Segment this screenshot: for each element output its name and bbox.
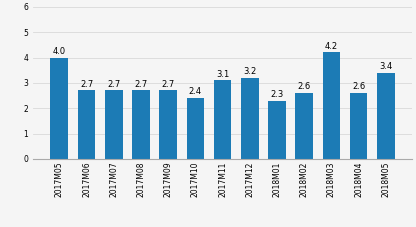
Text: 3.4: 3.4 (379, 62, 392, 71)
Bar (268, 101, 286, 159)
Bar (295, 93, 313, 159)
Text: 2.6: 2.6 (297, 82, 311, 91)
Bar (186, 98, 204, 159)
Bar (377, 73, 395, 159)
Text: 4.2: 4.2 (325, 42, 338, 51)
Text: 3.2: 3.2 (243, 67, 256, 76)
Bar (322, 52, 340, 159)
Text: 3.1: 3.1 (216, 69, 229, 79)
Bar (105, 90, 123, 159)
Bar (50, 57, 68, 159)
Text: 2.4: 2.4 (189, 87, 202, 96)
Bar (214, 80, 231, 159)
Bar (132, 90, 150, 159)
Text: 2.3: 2.3 (270, 90, 284, 99)
Text: 2.7: 2.7 (134, 80, 148, 89)
Text: 2.7: 2.7 (161, 80, 175, 89)
Text: 4.0: 4.0 (53, 47, 66, 56)
Bar (241, 78, 259, 159)
Bar (78, 90, 95, 159)
Text: 2.7: 2.7 (80, 80, 93, 89)
Text: 2.7: 2.7 (107, 80, 120, 89)
Bar (159, 90, 177, 159)
Bar (350, 93, 367, 159)
Text: 2.6: 2.6 (352, 82, 365, 91)
